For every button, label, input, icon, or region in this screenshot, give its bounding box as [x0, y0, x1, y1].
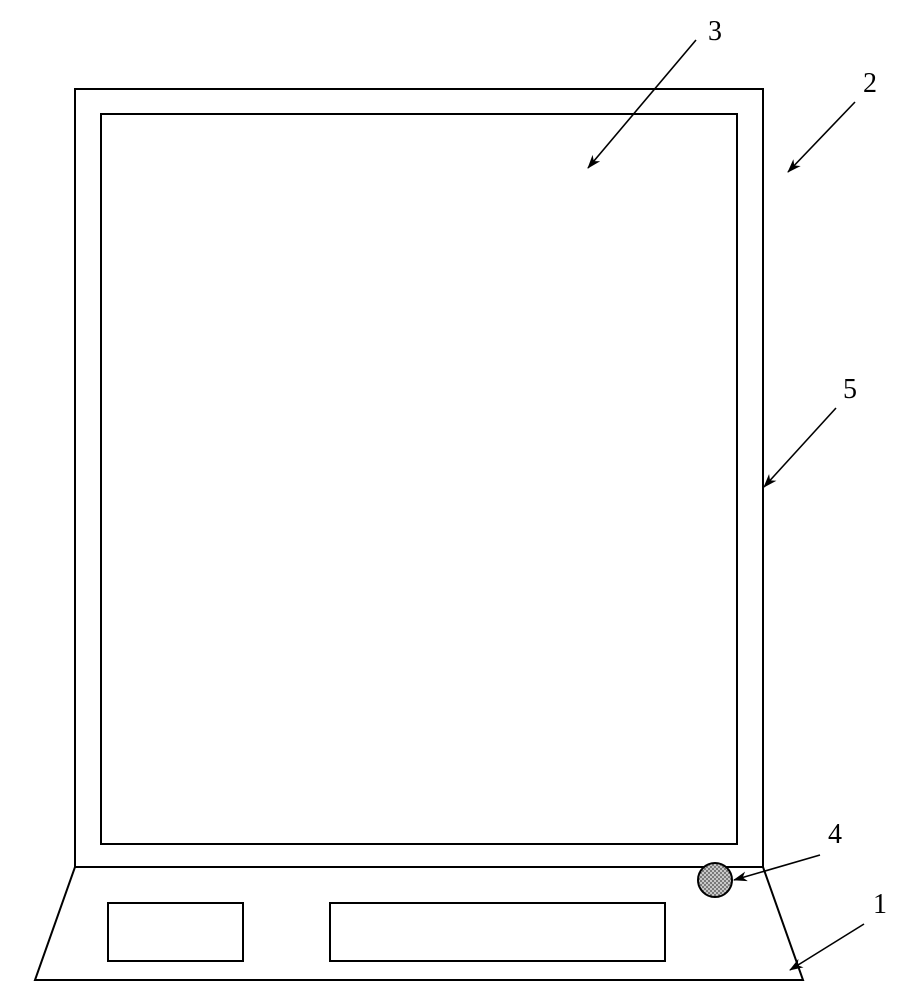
callout-label-1: 1: [873, 889, 887, 920]
callout-arrow-3: [588, 40, 696, 168]
callout-arrow-1: [790, 924, 864, 970]
callout-arrow-5: [764, 408, 836, 487]
base-slot-right: [330, 903, 665, 961]
callout-label-4: 4: [828, 819, 842, 850]
base-trapezoid: [35, 867, 803, 980]
monitor-outer: [75, 89, 763, 867]
callout-label-2: 2: [863, 68, 877, 99]
screen-inner: [101, 114, 737, 844]
power-button: [698, 863, 732, 897]
callout-label-3: 3: [708, 16, 722, 47]
base-slot-left: [108, 903, 243, 961]
callout-label-5: 5: [843, 374, 857, 405]
callout-arrow-2: [788, 102, 855, 172]
